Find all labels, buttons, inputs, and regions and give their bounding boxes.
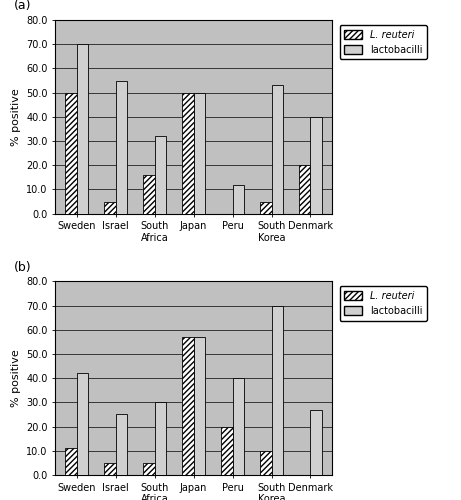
Bar bbox=[116, 80, 127, 214]
Text: (b): (b) bbox=[14, 260, 31, 274]
Bar bbox=[143, 463, 154, 475]
Bar bbox=[77, 44, 89, 213]
Bar bbox=[154, 136, 166, 214]
Bar bbox=[116, 414, 127, 475]
Y-axis label: % positive: % positive bbox=[11, 350, 21, 407]
Bar bbox=[311, 117, 322, 214]
Bar bbox=[221, 426, 233, 475]
Bar bbox=[311, 410, 322, 475]
Bar bbox=[104, 463, 116, 475]
Bar bbox=[65, 448, 77, 475]
Bar bbox=[143, 175, 154, 214]
Bar bbox=[104, 202, 116, 213]
Bar bbox=[65, 92, 77, 214]
Bar bbox=[77, 374, 89, 475]
Bar bbox=[260, 202, 272, 213]
Bar bbox=[272, 86, 283, 214]
Bar bbox=[233, 184, 244, 214]
Bar bbox=[182, 92, 194, 214]
Bar bbox=[299, 165, 311, 214]
Bar bbox=[272, 306, 283, 475]
Legend: L. reuteri, lactobacilli: L. reuteri, lactobacilli bbox=[340, 286, 427, 321]
Bar bbox=[182, 337, 194, 475]
Bar bbox=[260, 451, 272, 475]
Bar bbox=[194, 337, 205, 475]
Bar bbox=[154, 402, 166, 475]
Legend: L. reuteri, lactobacilli: L. reuteri, lactobacilli bbox=[340, 25, 427, 59]
Bar bbox=[194, 92, 205, 214]
Text: (a): (a) bbox=[14, 0, 31, 12]
Bar bbox=[233, 378, 244, 475]
Y-axis label: % positive: % positive bbox=[11, 88, 21, 146]
